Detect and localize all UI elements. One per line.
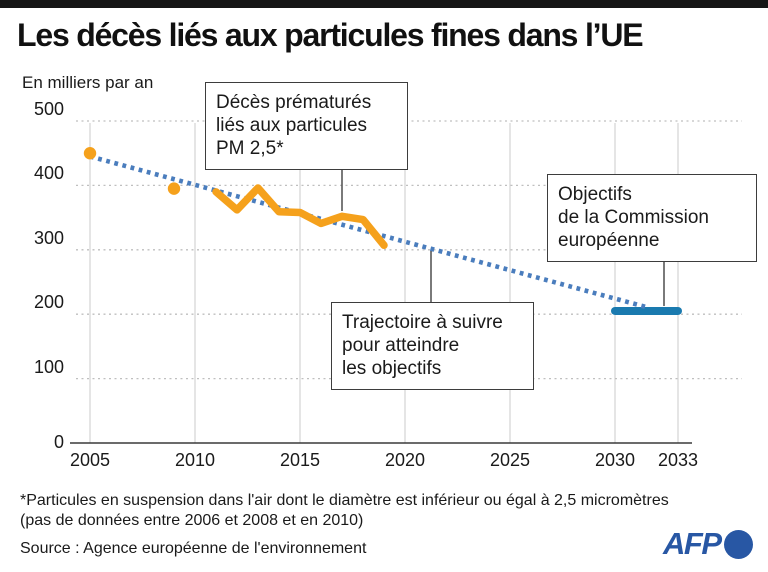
x-tick-label: 2025 bbox=[489, 450, 531, 470]
x-tick-label: 2033 bbox=[657, 450, 699, 470]
annotation-target-box: Objectifs de la Commission européenne bbox=[547, 174, 757, 262]
page-title: Les décès liés aux particules fines dans… bbox=[17, 17, 644, 53]
y-tick-label: 0 bbox=[53, 432, 64, 452]
y-axis-unit-label: En milliers par an bbox=[22, 73, 154, 92]
footnote-line-1: *Particules en suspension dans l'air don… bbox=[20, 492, 669, 509]
source-line: Source : Agence européenne de l'environn… bbox=[20, 540, 367, 557]
afp-logo-circle-icon bbox=[723, 529, 753, 559]
y-tick-label: 400 bbox=[33, 163, 64, 184]
x-tick-label: 2020 bbox=[384, 450, 426, 470]
footnote: *Particules en suspension dans l'air don… bbox=[20, 491, 669, 531]
y-tick-label: 100 bbox=[33, 356, 64, 377]
annotation-series-box: Décès prématurés liés aux particules PM … bbox=[205, 82, 408, 170]
x-tick-label: 2015 bbox=[279, 450, 321, 470]
y-tick-label: 500 bbox=[33, 99, 64, 119]
x-tick-label: 2030 bbox=[594, 450, 636, 470]
afp-logo-text: AFP bbox=[663, 526, 722, 561]
footnote-line-2: (pas de données entre 2006 et 2008 et en… bbox=[20, 512, 364, 529]
x-tick-label: 2010 bbox=[174, 450, 216, 470]
x-tick-label: 2005 bbox=[69, 450, 111, 470]
annotation-trajectory-box: Trajectoire à suivre pour atteindre les … bbox=[331, 302, 534, 390]
afp-logo: AFP bbox=[663, 527, 753, 561]
y-tick-label: 200 bbox=[33, 292, 64, 313]
top-bar bbox=[0, 0, 768, 8]
y-tick-label: 300 bbox=[33, 227, 64, 248]
